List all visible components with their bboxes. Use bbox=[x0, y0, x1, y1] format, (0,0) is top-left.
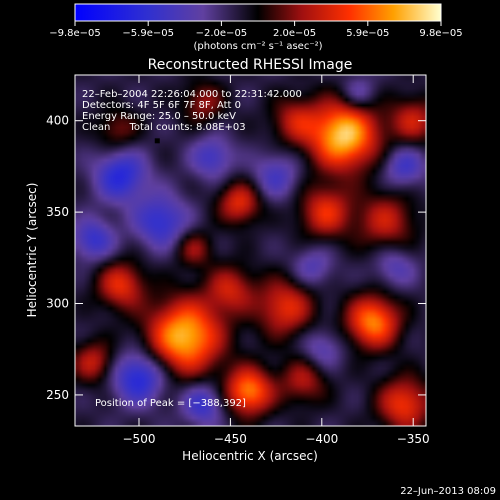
y-axis-label: Heliocentric Y (arcsec) bbox=[25, 183, 39, 318]
x-tick-label: −450 bbox=[214, 432, 247, 446]
colorbar bbox=[74, 3, 442, 22]
x-axis-tick-labels: −500 −450 −400 −350 bbox=[123, 432, 430, 446]
x-axis-label: Heliocentric X (arcsec) bbox=[182, 449, 318, 463]
source-marker bbox=[154, 138, 160, 144]
colorbar-tick-label: −9.8e−05 bbox=[49, 28, 101, 39]
peak-position-label: Position of Peak = [−388,392] bbox=[95, 398, 246, 409]
footer-timestamp: 22–Jun–2013 08:09 bbox=[400, 486, 496, 497]
chart-title: Reconstructed RHESSI Image bbox=[148, 57, 353, 73]
colorbar-tick-labels: −9.8e−05 −5.9e−05 −2.0e−05 2.0e−05 5.9e−05 9.… bbox=[49, 28, 462, 39]
x-axis-ticks bbox=[138, 75, 414, 426]
info-line-energy: Energy Range: 25.0 – 50.0 keV bbox=[82, 111, 236, 122]
x-tick-label: −500 bbox=[123, 432, 156, 446]
colorbar-tick-label: −2.0e−05 bbox=[196, 28, 248, 39]
colorbar-units: (photons cm⁻² s⁻¹ asec⁻²) bbox=[193, 41, 322, 52]
heatmap-image bbox=[75, 75, 426, 426]
y-tick-label: 300 bbox=[46, 297, 69, 311]
info-line-clean: Clean Total counts: 8.08E+03 bbox=[82, 122, 246, 133]
observation-info: 22–Feb–2004 22:26:04.000 to 22:31:42.000… bbox=[82, 89, 302, 133]
y-axis-ticks bbox=[75, 120, 426, 396]
colorbar-tick-label: 5.9e−05 bbox=[346, 28, 389, 39]
colorbar-tick-label: 9.8e−05 bbox=[419, 28, 462, 39]
y-tick-label: 350 bbox=[46, 205, 69, 219]
colorbar-tick-label: 2.0e−05 bbox=[273, 28, 316, 39]
plot-frame bbox=[74, 74, 427, 427]
x-tick-label: −400 bbox=[305, 432, 338, 446]
colorbar-tick-label: −5.9e−05 bbox=[122, 28, 174, 39]
y-tick-label: 400 bbox=[46, 114, 69, 128]
info-line-detectors: Detectors: 4F 5F 6F 7F 8F, Att 0 bbox=[82, 100, 241, 111]
y-axis-tick-labels: 250 300 350 400 bbox=[46, 114, 69, 402]
info-line-time: 22–Feb–2004 22:26:04.000 to 22:31:42.000 bbox=[82, 89, 302, 100]
x-tick-label: −350 bbox=[397, 432, 430, 446]
colorbar-ticks bbox=[74, 21, 442, 26]
y-tick-label: 250 bbox=[46, 388, 69, 402]
